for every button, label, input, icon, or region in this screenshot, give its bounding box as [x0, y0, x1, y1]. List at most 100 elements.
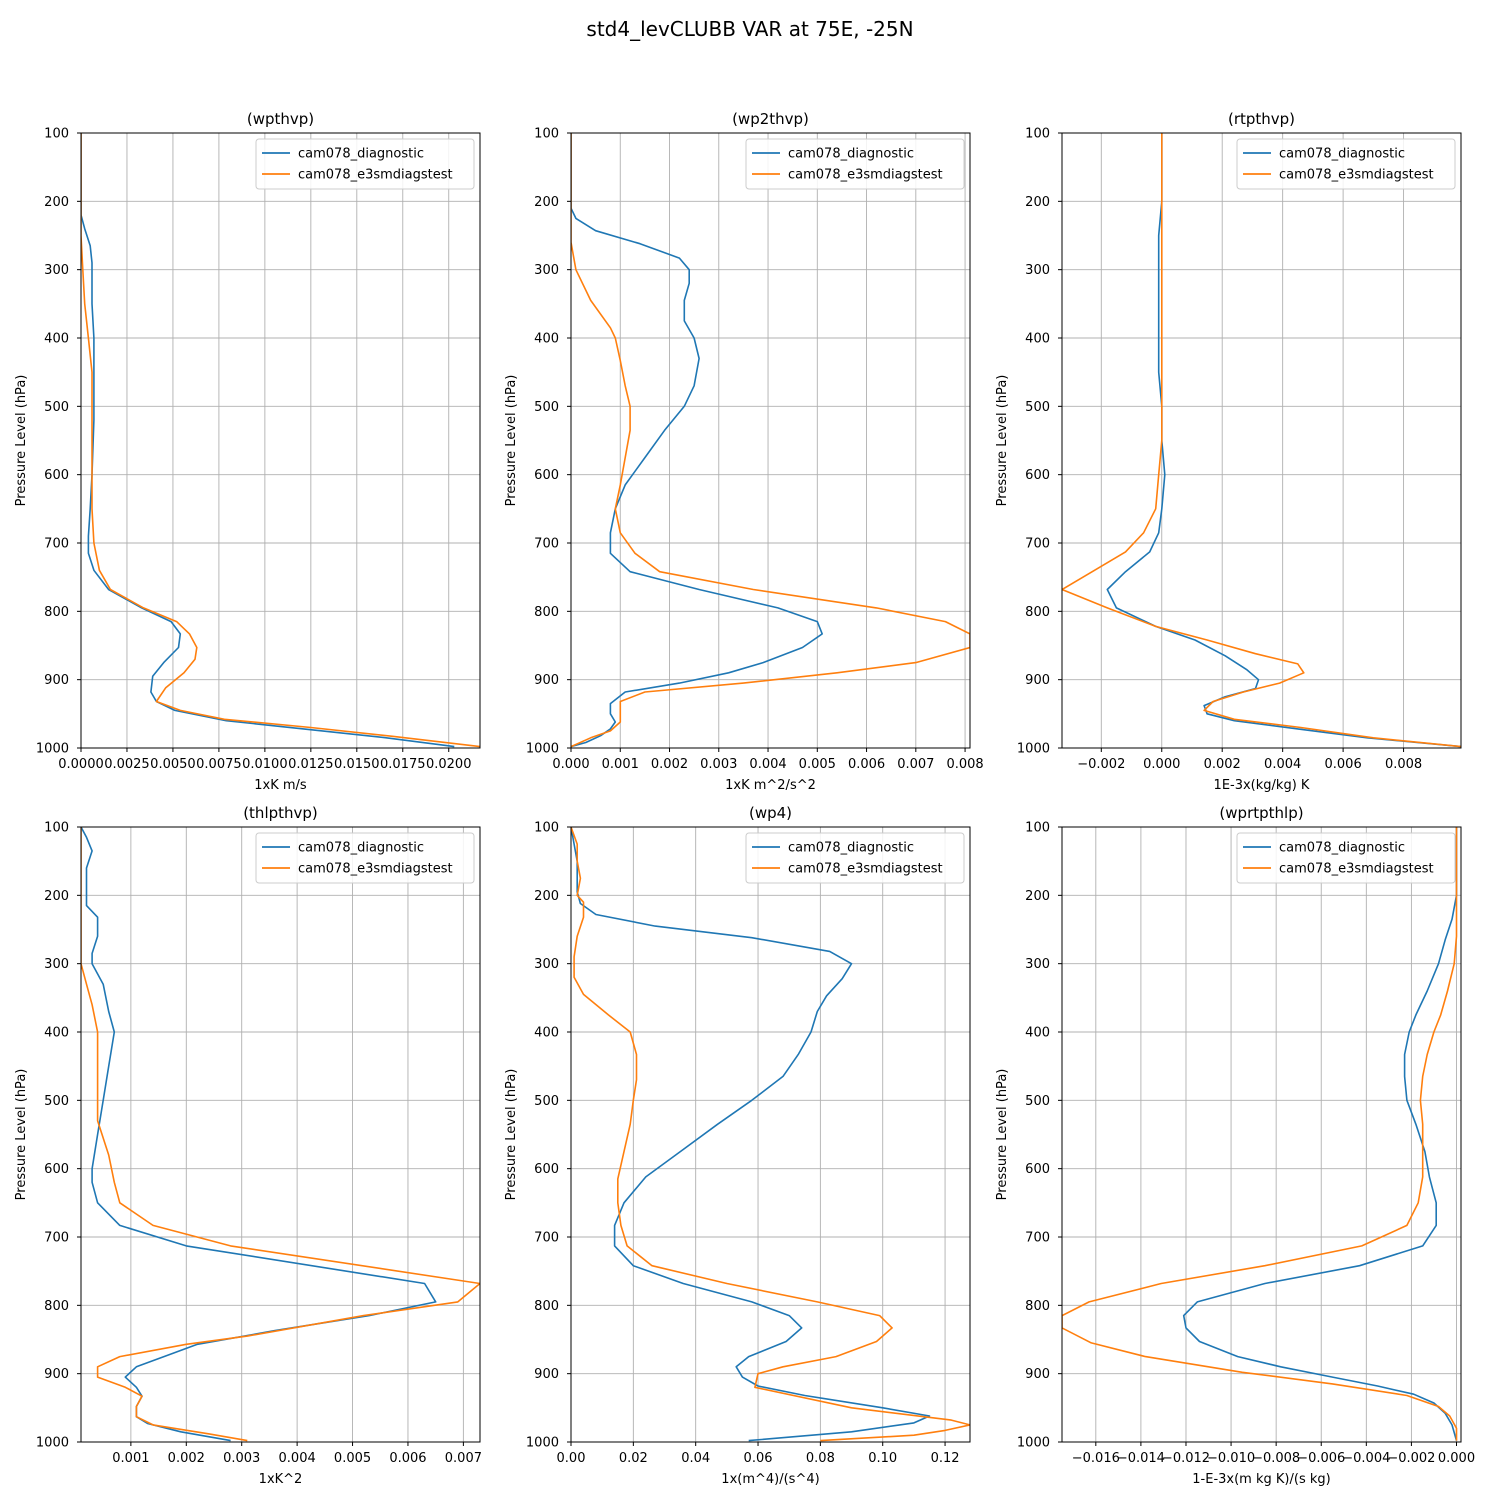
- x-tick-label: 0.007: [445, 1451, 482, 1466]
- series-line-2: [81, 827, 480, 1442]
- y-axis-label: Pressure Level (hPa): [14, 375, 29, 507]
- panel-title: (rtpthvp): [1228, 110, 1295, 128]
- x-tick-label: 0.008: [1385, 757, 1422, 772]
- x-tick-label: −0.008: [1252, 1451, 1300, 1466]
- legend: cam078_diagnostic cam078_e3smdiagstest: [1236, 138, 1456, 190]
- y-tick-label: 1000: [526, 742, 559, 757]
- axes-frame: [1061, 132, 1462, 749]
- legend-label-1: cam078_diagnostic: [788, 147, 914, 162]
- y-tick-label: 900: [44, 1367, 69, 1382]
- y-tick-label: 200: [534, 195, 559, 210]
- x-tick-label: 0.004: [749, 757, 786, 772]
- series-line-1: [571, 827, 931, 1442]
- y-tick-label: 400: [534, 1026, 559, 1041]
- y-tick-label: 800: [1025, 605, 1050, 620]
- x-tick-label: 0.0175: [380, 757, 426, 772]
- x-tick-label: 0.002: [1204, 757, 1241, 772]
- legend: cam078_diagnostic cam078_e3smdiagstest: [255, 832, 475, 884]
- series-line-1: [1182, 827, 1458, 1441]
- panel-title: (wp2thvp): [732, 110, 809, 128]
- x-tick-label: 0.0000: [58, 757, 104, 772]
- x-tick-label: −0.010: [1207, 1451, 1255, 1466]
- x-tick-label: 0.06: [744, 1451, 773, 1466]
- panel-6: 1002003004005006007008009001000−0.016−0.…: [995, 804, 1475, 1487]
- x-tick-label: 0.002: [651, 757, 688, 772]
- y-tick-label: 1000: [1017, 1436, 1050, 1451]
- y-tick-label: 800: [44, 605, 69, 620]
- legend-box: [745, 832, 965, 884]
- axes-frame: [80, 132, 481, 749]
- x-tick-label: 0.001: [112, 1451, 149, 1466]
- legend: cam078_diagnostic cam078_e3smdiagstest: [1236, 832, 1456, 884]
- y-tick-label: 1000: [36, 742, 69, 757]
- x-tick-label: 0.004: [279, 1451, 316, 1466]
- legend-box: [255, 138, 475, 190]
- x-tick-label: 0.08: [806, 1451, 835, 1466]
- y-tick-label: 600: [44, 1162, 69, 1177]
- y-tick-label: 300: [534, 957, 559, 972]
- x-tick-label: 0.000: [552, 757, 589, 772]
- x-tick-label: 0.0025: [104, 757, 150, 772]
- y-tick-label: 100: [1025, 821, 1050, 836]
- legend-label-2: cam078_e3smdiagstest: [298, 862, 453, 877]
- x-tick-label: 0.008: [946, 757, 983, 772]
- series-line-1: [1106, 133, 1461, 748]
- y-tick-label: 800: [1025, 1299, 1050, 1314]
- series-line-1: [81, 133, 455, 748]
- y-tick-label: 600: [44, 468, 69, 483]
- series-line-1: [571, 133, 823, 748]
- axes-frame: [1061, 826, 1462, 1443]
- axes-frame: [570, 826, 971, 1443]
- y-tick-label: 500: [1025, 400, 1050, 415]
- y-tick-label: 1000: [36, 1436, 69, 1451]
- x-tick-label: 0.004: [1264, 757, 1301, 772]
- x-tick-label: −0.002: [1077, 757, 1125, 772]
- x-tick-label: −0.004: [1342, 1451, 1390, 1466]
- legend-label-1: cam078_diagnostic: [788, 841, 914, 856]
- y-tick-label: 900: [1025, 1367, 1050, 1382]
- x-tick-label: −0.002: [1387, 1451, 1435, 1466]
- y-tick-label: 300: [534, 263, 559, 278]
- y-tick-label: 800: [534, 1299, 559, 1314]
- y-tick-label: 100: [44, 127, 69, 142]
- legend-label-1: cam078_diagnostic: [298, 841, 424, 856]
- y-tick-label: 900: [1025, 673, 1050, 688]
- panel-3: 100 200 300 400 500 600 700 800 900 1000 −0.002 0.0…: [995, 110, 1462, 793]
- x-tick-label: 0.003: [223, 1451, 260, 1466]
- legend-box: [745, 138, 965, 190]
- legend-label-1: cam078_diagnostic: [298, 147, 424, 162]
- y-tick-label: 700: [1025, 537, 1050, 552]
- y-tick-label: 400: [1025, 1026, 1050, 1041]
- legend-label-2: cam078_e3smdiagstest: [298, 168, 453, 183]
- legend-label-2: cam078_e3smdiagstest: [1279, 168, 1434, 183]
- x-tick-label: 0.000: [1143, 757, 1180, 772]
- x-tick-label: 0.0050: [150, 757, 196, 772]
- y-tick-label: 500: [1025, 1094, 1050, 1109]
- x-axis-label: 1E-3x(kg/kg) K: [1214, 778, 1310, 793]
- x-tick-label: 0.006: [848, 757, 885, 772]
- y-tick-label: 200: [1025, 195, 1050, 210]
- axes-frame: [80, 826, 481, 1443]
- legend-box: [1236, 138, 1456, 190]
- y-tick-label: 700: [44, 1231, 69, 1246]
- panel-title: (wp4): [749, 804, 792, 822]
- x-axis-label: 1xK m/s: [254, 778, 307, 793]
- y-tick-label: 500: [534, 400, 559, 415]
- y-tick-label: 300: [44, 957, 69, 972]
- x-tick-label: 0.003: [700, 757, 737, 772]
- x-tick-label: −0.012: [1162, 1451, 1210, 1466]
- x-tick-label: 0.0125: [288, 757, 334, 772]
- x-tick-label: 0.12: [931, 1451, 960, 1466]
- y-tick-label: 500: [44, 1094, 69, 1109]
- x-tick-label: 0.04: [681, 1451, 710, 1466]
- x-tick-label: −0.016: [1072, 1451, 1120, 1466]
- legend-box: [1236, 832, 1456, 884]
- y-axis-label: Pressure Level (hPa): [995, 375, 1010, 507]
- x-tick-label: 0.0100: [242, 757, 288, 772]
- y-tick-label: 600: [534, 468, 559, 483]
- series-line-1: [81, 827, 437, 1442]
- y-tick-label: 300: [44, 263, 69, 278]
- y-tick-label: 400: [1025, 332, 1050, 347]
